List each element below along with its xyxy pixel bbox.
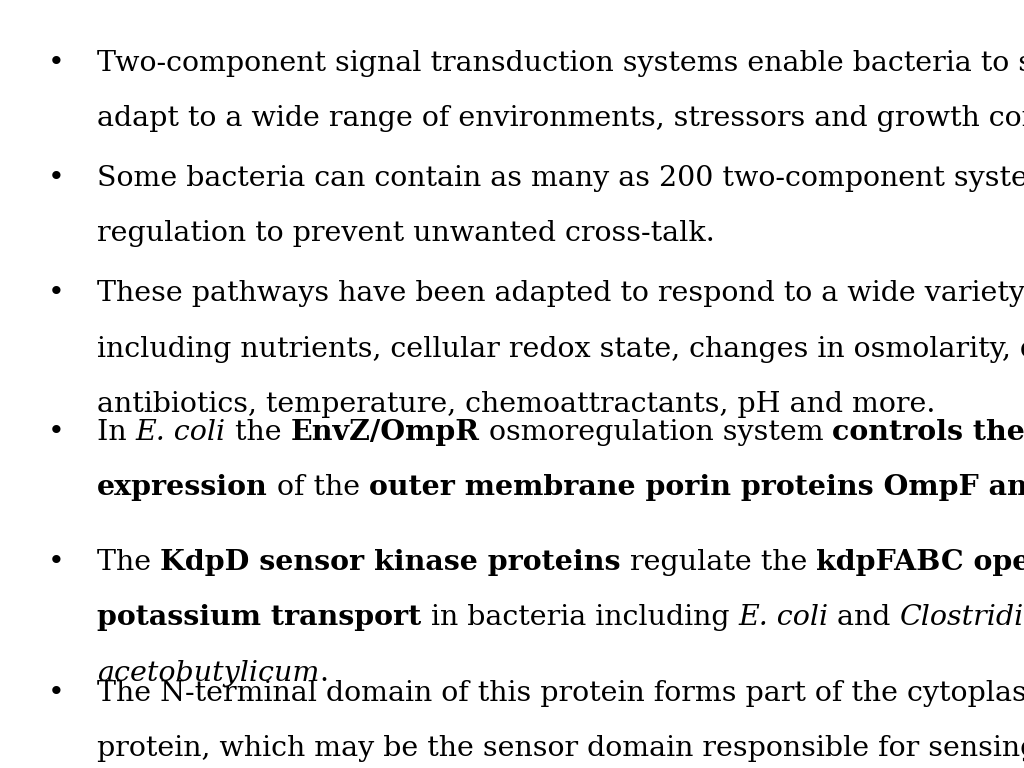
Text: EnvZ/OmpR: EnvZ/OmpR [291, 419, 479, 445]
Text: osmoregulation system: osmoregulation system [479, 419, 833, 445]
Text: potassium transport: potassium transport [97, 604, 422, 631]
Text: E. coli: E. coli [738, 604, 828, 631]
Text: .: . [319, 660, 329, 687]
Text: of the: of the [268, 474, 370, 501]
Text: Clostridium: Clostridium [900, 604, 1024, 631]
Text: adapt to a wide range of environments, stressors and growth conditions.: adapt to a wide range of environments, s… [97, 105, 1024, 132]
Text: •: • [48, 50, 65, 77]
Text: These pathways have been adapted to respond to a wide variety of stimuli,: These pathways have been adapted to resp… [97, 280, 1024, 307]
Text: antibiotics, temperature, chemoattractants, pH and more.: antibiotics, temperature, chemoattractan… [97, 391, 936, 418]
Text: Two-component signal transduction systems enable bacteria to sense, respond and: Two-component signal transduction system… [97, 50, 1024, 77]
Text: •: • [48, 419, 65, 445]
Text: KdpD sensor kinase proteins: KdpD sensor kinase proteins [161, 549, 621, 576]
Text: controls the differential: controls the differential [833, 419, 1024, 445]
Text: The: The [97, 549, 161, 576]
Text: •: • [48, 680, 65, 707]
Text: •: • [48, 165, 65, 192]
Text: The N-terminal domain of this protein forms part of the cytoplasmic region of th: The N-terminal domain of this protein fo… [97, 680, 1024, 707]
Text: outer membrane porin proteins OmpF and OmpC: outer membrane porin proteins OmpF and O… [370, 474, 1024, 501]
Text: expression: expression [97, 474, 268, 501]
Text: E. coli: E. coli [136, 419, 226, 445]
Text: •: • [48, 549, 65, 576]
Text: including nutrients, cellular redox state, changes in osmolarity, quorum signals: including nutrients, cellular redox stat… [97, 336, 1024, 362]
Text: regulate the: regulate the [621, 549, 816, 576]
Text: protein, which may be the sensor domain responsible for sensing turgor pressure.: protein, which may be the sensor domain … [97, 735, 1024, 762]
Text: regulation to prevent unwanted cross-talk.: regulation to prevent unwanted cross-tal… [97, 220, 715, 247]
Text: •: • [48, 280, 65, 307]
Text: and: and [828, 604, 900, 631]
Text: the: the [226, 419, 291, 445]
Text: Some bacteria can contain as many as 200 two-component systems that need tight: Some bacteria can contain as many as 200… [97, 165, 1024, 192]
Text: acetobutylicum: acetobutylicum [97, 660, 319, 687]
Text: kdpFABC operon: kdpFABC operon [816, 549, 1024, 576]
Text: In: In [97, 419, 136, 445]
Text: in bacteria including: in bacteria including [422, 604, 738, 631]
